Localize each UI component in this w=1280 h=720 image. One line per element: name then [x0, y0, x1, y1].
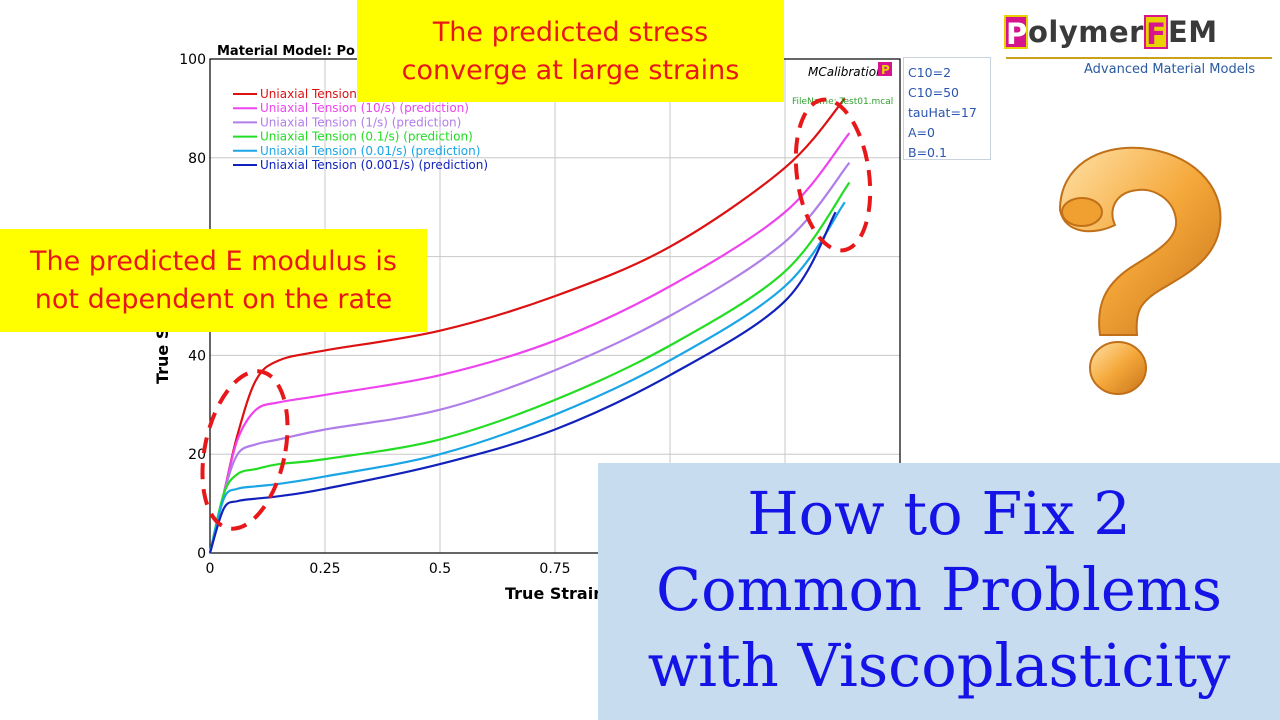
headline-box: How to Fix 2 Common Problems with Viscop…	[598, 463, 1280, 720]
y-tick-label-0: 0	[197, 546, 206, 562]
x-tick-label-3: 0.75	[539, 561, 570, 577]
param-b: B=0.1	[908, 145, 947, 160]
headline-line-3: with Viscoplasticity	[647, 631, 1231, 700]
chart-title: Material Model: Po	[217, 44, 355, 59]
mcalibration-icon	[878, 62, 892, 76]
x-axis-label: True Strain	[505, 584, 605, 603]
param-a: A=0	[908, 125, 935, 140]
logo-subtitle: Advanced Material Models	[1084, 62, 1256, 77]
y-tick-label-1: 20	[188, 447, 206, 463]
legend: Uniaxial Tension (Uniaxial Tension (10/s…	[233, 87, 488, 172]
file-name-label: FileName: Test01.mcal	[792, 97, 893, 107]
callout-stress-converge: The predicted stress converge at large s…	[357, 0, 784, 102]
callout-top-line-2: converge at large strains	[401, 55, 740, 86]
mcalibration-icon-letter: P	[881, 63, 890, 77]
chart-grid	[210, 59, 900, 553]
series-line-5	[208, 211, 837, 554]
logo-underline	[1006, 57, 1272, 59]
polymerfem-logo: PolymerFEM Advanced Material Models	[1004, 15, 1274, 85]
x-tick-label-0: 0	[206, 561, 215, 577]
headline-line-2: Common Problems	[655, 555, 1223, 624]
callout-left-line-1: The predicted E modulus is	[29, 246, 397, 277]
logo-word-olymer: olymer	[1028, 15, 1144, 49]
logo-word-em: EM	[1167, 15, 1218, 49]
question-mark-icon	[1058, 146, 1222, 395]
legend-label-2: Uniaxial Tension (1/s) (prediction)	[260, 115, 461, 129]
logo-letter-f: F	[1143, 15, 1168, 51]
x-tick-label-1: 0.25	[309, 561, 340, 577]
mcalibration-badge: MCalibration	[808, 65, 884, 79]
callout-left-line-2: not dependent on the rate	[34, 284, 393, 315]
parameter-box: C10=2 C10=50 tauHat=17 A=0 B=0.1	[903, 57, 991, 160]
y-axis-label: True S	[153, 328, 172, 384]
legend-label-5: Uniaxial Tension (0.001/s) (prediction)	[260, 158, 488, 172]
series-line-3	[208, 181, 851, 554]
ellipse-small-strain	[200, 369, 290, 531]
series-lines	[208, 97, 851, 554]
ellipse-large-strain	[793, 97, 873, 253]
legend-label-4: Uniaxial Tension (0.01/s) (prediction)	[260, 144, 480, 158]
series-line-2	[208, 162, 851, 554]
logo-letter-p: P	[1004, 15, 1028, 51]
param-c10-b: C10=50	[908, 85, 960, 100]
param-tauhat: tauHat=17	[908, 105, 977, 120]
y-tick-label-2: 40	[188, 348, 206, 364]
series-line-4	[208, 201, 846, 554]
param-c10-a: C10=2	[908, 65, 952, 80]
x-tick-label-2: 0.5	[429, 561, 451, 577]
y-tick-label-3: 80	[188, 151, 206, 167]
series-line-0	[208, 97, 846, 554]
headline-line-1: How to Fix 2	[747, 479, 1131, 548]
legend-label-3: Uniaxial Tension (0.1/s) (prediction)	[260, 130, 473, 144]
legend-label-0: Uniaxial Tension (	[260, 87, 365, 101]
series-line-1	[208, 132, 851, 554]
y-tick-label-4: 100	[179, 52, 206, 68]
callout-modulus-rate: The predicted E modulus is not dependent…	[0, 229, 427, 332]
callout-top-line-1: The predicted stress	[432, 17, 709, 48]
legend-label-1: Uniaxial Tension (10/s) (prediction)	[260, 101, 469, 115]
axis-ticks: 0 0.25 0.5 0.75 0 20 40 80 100	[179, 52, 570, 577]
